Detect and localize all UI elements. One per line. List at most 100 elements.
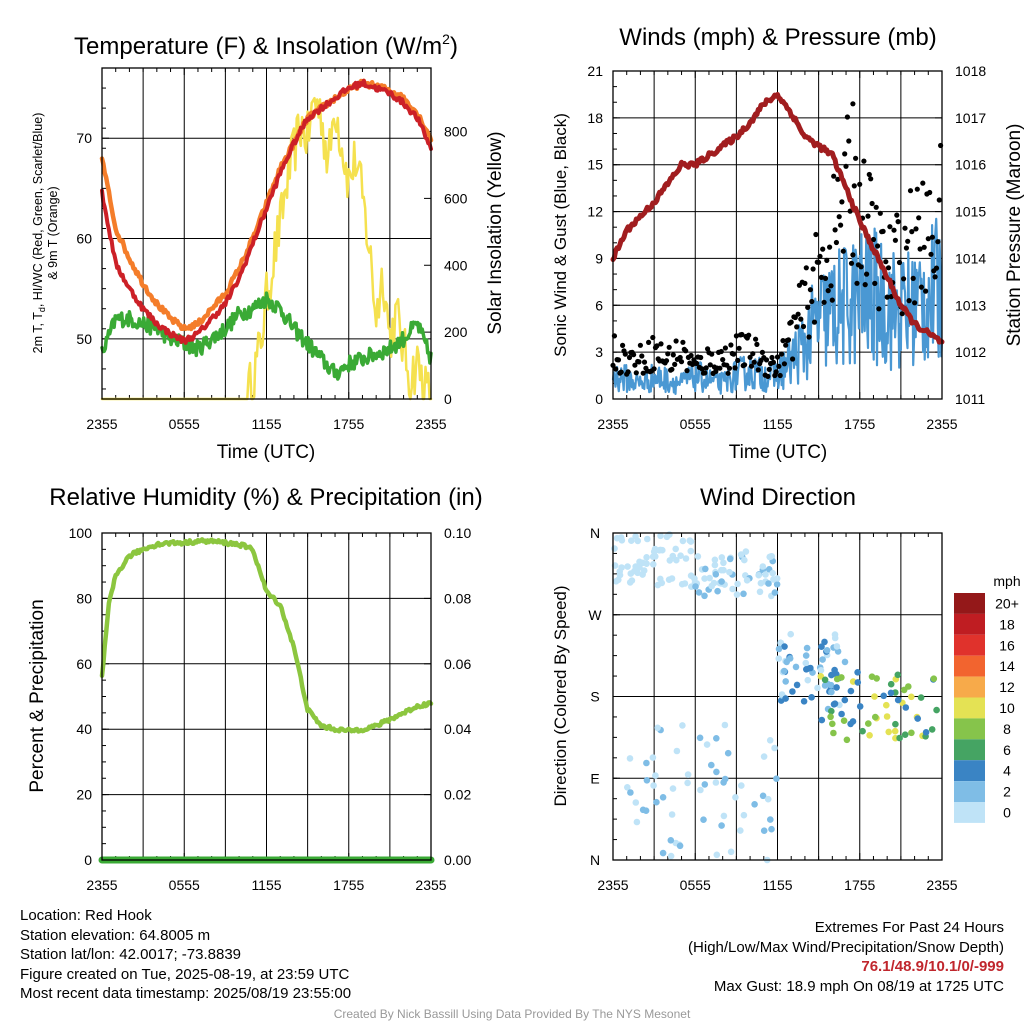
direction-point [718, 822, 725, 829]
direction-point [829, 720, 836, 728]
direction-point [908, 729, 915, 737]
gust-point [666, 344, 672, 350]
direction-point [734, 580, 741, 588]
gust-point [854, 280, 860, 286]
gust-point [747, 354, 753, 360]
gust-point [720, 357, 726, 363]
winds-ylabel-left: Sonic Wind & Gust (Blue, Black) [551, 113, 570, 357]
direction-point [847, 687, 855, 695]
gust-point [795, 311, 801, 317]
direction-point [740, 590, 747, 598]
gust-point [725, 370, 731, 376]
gust-point [916, 215, 922, 221]
gust-point [615, 357, 622, 363]
winds-plot-frame [612, 70, 943, 400]
temperature-title-superscript: 2 [442, 31, 450, 47]
humidity-ytick-right-label: 0.10 [444, 525, 471, 541]
direction-point [818, 716, 826, 724]
direction-point [833, 675, 841, 683]
direction-point [769, 569, 776, 577]
colorbar-label: 14 [999, 658, 1015, 674]
humidity-ylabel-left: Percent & Precipitation [27, 599, 48, 792]
gust-point [709, 351, 715, 357]
gust-point [680, 339, 686, 345]
direction-point [726, 555, 734, 563]
direction-point [679, 537, 687, 545]
gust-point [722, 345, 729, 351]
gust-point [798, 316, 804, 322]
humidity-plot-frame [101, 532, 432, 861]
gust-point [906, 298, 912, 304]
direction-point [687, 538, 695, 545]
direction-point [668, 811, 676, 818]
winds-xtick-label: 0555 [680, 416, 711, 432]
gust-point [794, 324, 800, 330]
temperature-panel-title: Temperature (F) & Insolation (W/m2) [74, 31, 458, 60]
winds-ylabel-right: Station Pressure (Maroon) [1004, 124, 1024, 347]
direction-ytick-label: W [588, 607, 602, 623]
direction-point [696, 734, 704, 742]
direction-point [701, 592, 708, 600]
humidity-ytick-right-label: 0.02 [444, 787, 471, 803]
direction-xtick-label: 2355 [597, 877, 628, 893]
gust-point [936, 197, 942, 203]
gust-point [763, 357, 770, 363]
humidity-ytick-label: 20 [76, 787, 92, 803]
gust-point [832, 227, 838, 233]
gust-point [928, 251, 934, 257]
direction-point [768, 825, 775, 833]
direction-point [727, 848, 735, 856]
direction-point [914, 715, 921, 722]
direction-point [677, 552, 684, 559]
gust-point [876, 306, 882, 312]
temperature-title-close: ) [450, 33, 458, 60]
direction-point [922, 729, 930, 736]
station-info: Location: Red Hook Station elevation: 64… [20, 906, 351, 1004]
gust-point [748, 363, 755, 369]
gust-point [739, 331, 745, 338]
direction-point [833, 643, 841, 650]
direction-point [626, 755, 634, 762]
direction-xtick-label: 0555 [680, 877, 711, 893]
temperature-ylabel-subscript: d [37, 307, 47, 312]
direction-point [667, 837, 675, 844]
colorbar-label: 10 [999, 700, 1015, 716]
gust-point [663, 358, 670, 364]
direction-point [643, 554, 650, 561]
direction-point [679, 722, 686, 729]
max-gust-point [850, 101, 856, 107]
winds-ytick-right-label: 1011 [955, 391, 985, 407]
station-location: Location: Red Hook [20, 907, 152, 924]
gust-point [658, 341, 664, 347]
direction-point [802, 659, 810, 667]
direction-point [814, 684, 821, 692]
direction-point [833, 684, 840, 691]
winds-ytick-right-label: 1017 [955, 110, 986, 126]
winds-ytick-label: 6 [595, 297, 603, 313]
winds-ytick-label: 9 [595, 250, 603, 266]
direction-point [654, 581, 662, 589]
temperature-ytick-label: 70 [76, 130, 92, 146]
direction-point [654, 724, 661, 732]
colorbar-label: 4 [1003, 763, 1011, 779]
direction-point [627, 789, 634, 796]
direction-point [714, 587, 721, 595]
temperature-ytick-right-label: 200 [444, 324, 468, 340]
gust-point [903, 245, 910, 251]
gust-point [920, 180, 926, 186]
direction-point [713, 851, 721, 859]
direction-point [780, 667, 788, 675]
gust-point [631, 352, 637, 358]
direction-point [782, 678, 789, 685]
direction-point [901, 731, 909, 738]
direction-panel-title: Wind Direction [700, 484, 856, 511]
humidity-ytick-label: 0 [84, 852, 92, 868]
direction-point [624, 784, 631, 791]
direction-point [871, 693, 878, 700]
direction-point [802, 652, 810, 659]
direction-point [817, 667, 825, 674]
gust-point [636, 359, 642, 365]
direction-point [902, 704, 910, 711]
direction-point [838, 710, 845, 718]
direction-point [894, 696, 902, 704]
